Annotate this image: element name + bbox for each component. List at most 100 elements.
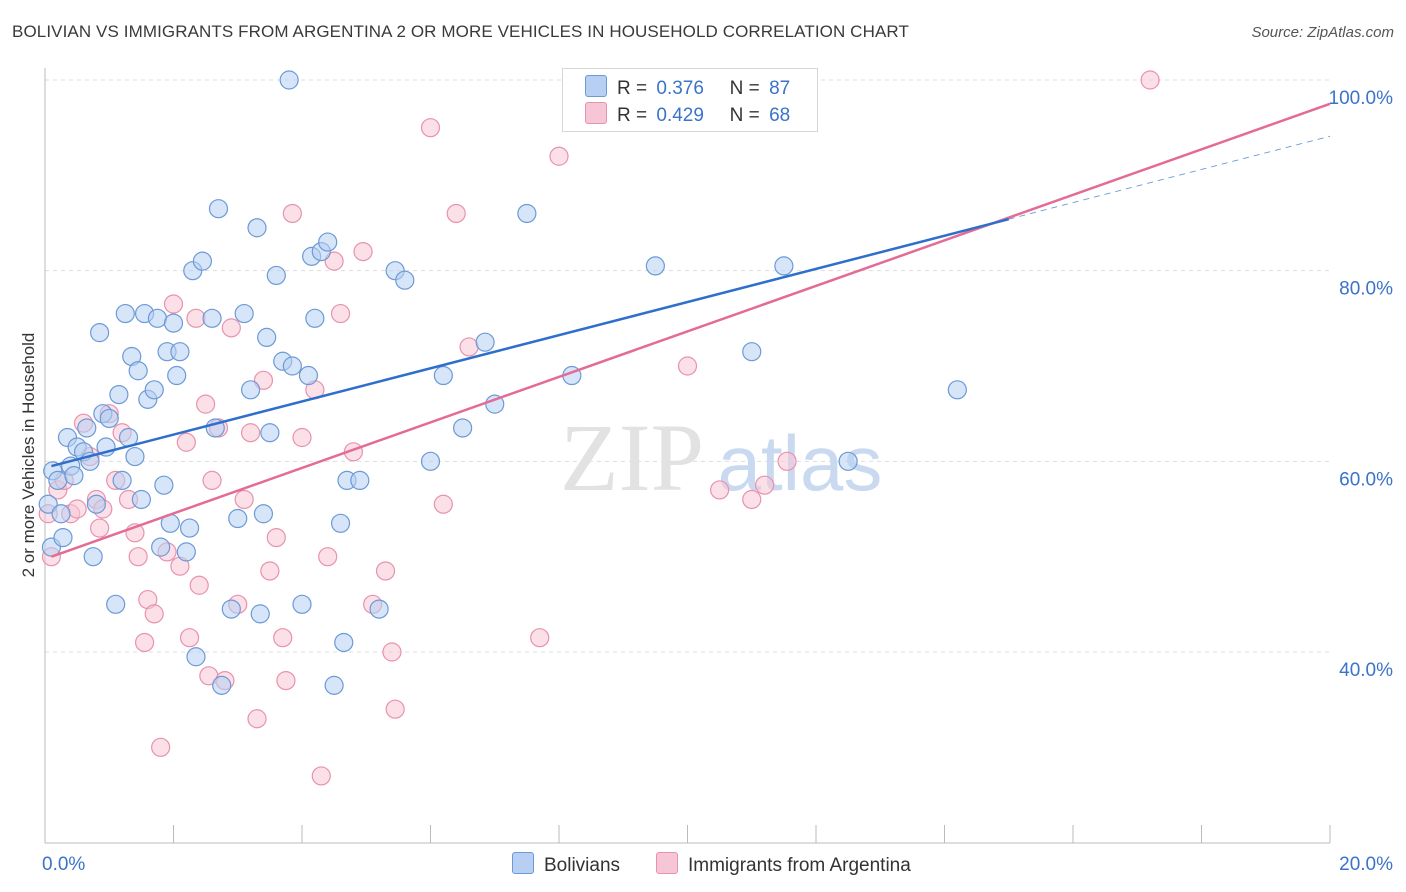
data-point — [369, 599, 389, 619]
legend-swatch-pink — [585, 102, 607, 124]
legend-n-argentina: 68 — [769, 105, 791, 126]
data-point — [459, 337, 479, 357]
data-point — [154, 475, 174, 495]
data-point — [250, 604, 270, 624]
legend-label-argentina: Immigrants from Argentina — [688, 855, 911, 876]
data-point — [677, 356, 698, 376]
data-point — [774, 256, 794, 276]
x-tick-label: 20.0% — [1339, 854, 1393, 875]
data-point — [99, 408, 119, 429]
legend-r-bolivians: 0.376 — [656, 78, 704, 99]
data-point — [298, 365, 319, 386]
watermark-atlas: atlas — [718, 419, 883, 507]
data-point — [446, 203, 466, 224]
data-point — [247, 218, 267, 238]
data-point — [318, 547, 338, 567]
data-point — [163, 294, 184, 314]
data-point — [109, 385, 129, 405]
y-tick-label: 40.0% — [1339, 660, 1393, 681]
trend-lines — [51, 102, 1331, 558]
data-point — [282, 203, 302, 224]
data-point — [330, 303, 351, 324]
data-point — [90, 518, 110, 538]
source-label: Source: ZipAtlas.com — [1251, 24, 1394, 41]
y-tick-label: 60.0% — [1339, 469, 1393, 490]
data-point — [234, 489, 254, 510]
data-point — [838, 451, 858, 471]
data-point — [282, 356, 302, 376]
legend-n-label: N = — [729, 78, 760, 99]
data-point — [742, 489, 762, 510]
data-point — [305, 308, 325, 328]
data-point — [385, 699, 405, 719]
data-point — [202, 308, 222, 328]
data-point — [234, 303, 254, 324]
correlation-legend: R = 0.376 N = 87 R = 0.429 N = 68 — [562, 68, 818, 132]
data-point — [115, 303, 135, 324]
data-point — [186, 308, 206, 328]
legend-item-argentina[interactable]: Immigrants from Argentina — [656, 852, 911, 877]
data-point — [311, 766, 331, 786]
argentina-swatch — [656, 852, 678, 874]
data-point — [334, 632, 354, 653]
data-point — [549, 146, 569, 166]
data-point — [260, 423, 280, 443]
data-point — [318, 232, 338, 252]
axes-layer — [44, 68, 1331, 844]
data-point — [260, 561, 280, 581]
y-tick-label: 80.0% — [1339, 279, 1393, 300]
data-point — [228, 508, 248, 529]
data-point — [645, 256, 665, 276]
data-point — [382, 642, 402, 662]
y-axis-label: 2 or more Vehicles in Household — [19, 332, 38, 578]
data-point — [241, 423, 261, 443]
data-point — [475, 332, 495, 352]
data-point — [170, 342, 190, 362]
data-point — [179, 518, 200, 538]
data-point — [131, 489, 151, 510]
data-point — [112, 470, 132, 490]
legend-r-label: R = — [617, 78, 648, 99]
data-point — [253, 370, 274, 390]
legend-item-bolivians[interactable]: Bolivians — [512, 852, 620, 877]
chart-title: BOLIVIAN VS IMMIGRANTS FROM ARGENTINA 2 … — [12, 22, 909, 41]
data-point — [754, 475, 775, 495]
data-point — [375, 561, 396, 581]
data-point — [125, 446, 145, 467]
data-point — [144, 380, 164, 400]
data-point — [53, 527, 73, 548]
data-point — [147, 308, 168, 328]
watermark-zip: ZIP — [560, 404, 704, 511]
bolivians-trend-extension — [1008, 135, 1331, 220]
data-point — [179, 628, 200, 648]
legend-r-argentina: 0.429 — [656, 105, 704, 126]
data-point — [292, 594, 312, 614]
data-point — [186, 647, 206, 667]
bolivians-trend-line — [51, 217, 1010, 468]
data-point — [433, 494, 453, 514]
legend-r-label: R = — [617, 105, 648, 126]
data-point — [196, 394, 216, 414]
legend-row-bolivians: R = 0.376 N = 87 — [585, 75, 790, 99]
data-point — [48, 470, 68, 490]
data-point — [67, 499, 87, 519]
y-tick-label: 100.0% — [1329, 88, 1394, 109]
data-point — [292, 427, 312, 448]
legend-label-bolivians: Bolivians — [544, 855, 621, 876]
data-point — [128, 547, 148, 567]
data-point — [144, 604, 164, 624]
data-point — [279, 70, 299, 90]
data-point — [212, 675, 232, 695]
data-point — [208, 199, 229, 219]
data-point — [276, 670, 296, 691]
data-point — [86, 494, 107, 514]
data-point — [353, 242, 373, 262]
data-point — [247, 709, 267, 729]
data-point — [83, 547, 103, 567]
data-point — [742, 342, 762, 362]
data-point — [324, 251, 344, 271]
data-point — [221, 599, 241, 619]
data-point — [433, 365, 453, 386]
data-point — [257, 327, 277, 347]
